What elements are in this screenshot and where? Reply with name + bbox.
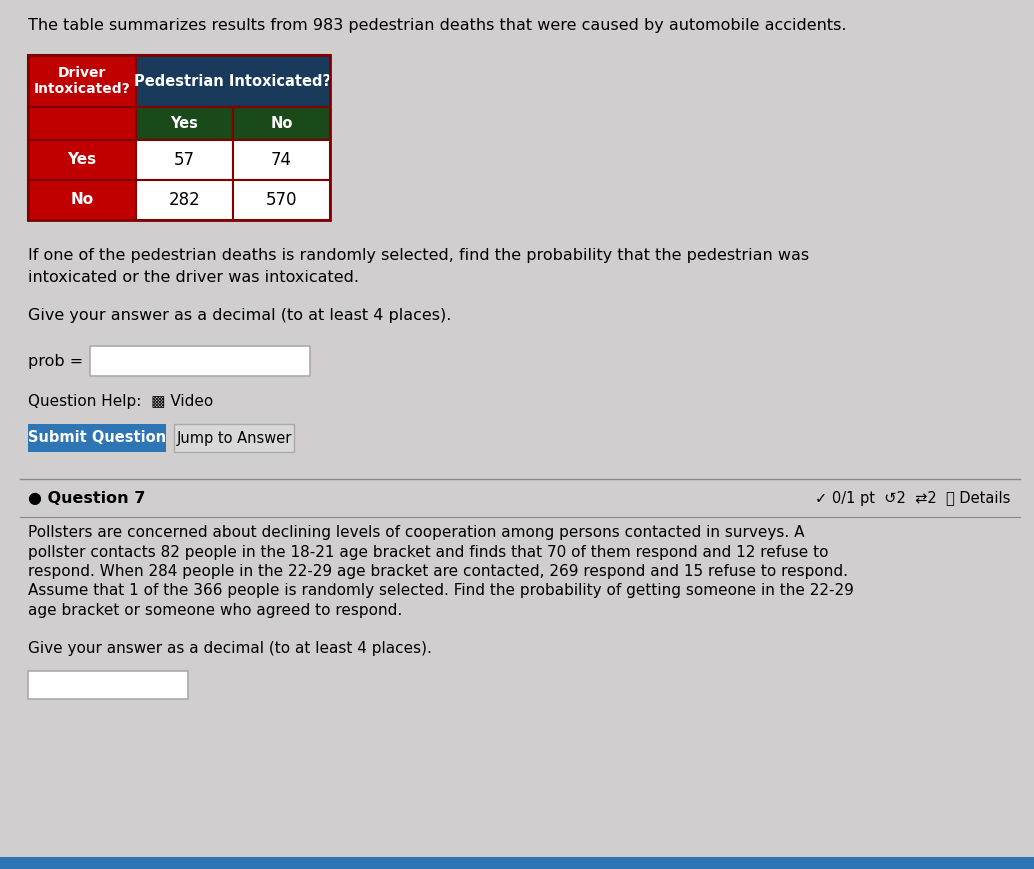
Text: Jump to Answer: Jump to Answer bbox=[177, 430, 292, 446]
Text: 57: 57 bbox=[174, 151, 195, 169]
Text: Yes: Yes bbox=[171, 116, 199, 131]
Text: 74: 74 bbox=[271, 151, 292, 169]
Text: Give your answer as a decimal (to at least 4 places).: Give your answer as a decimal (to at lea… bbox=[28, 308, 452, 323]
Text: Question Help:  ▩ Video: Question Help: ▩ Video bbox=[28, 394, 213, 409]
FancyBboxPatch shape bbox=[233, 180, 330, 220]
Text: Assume that 1 of the 366 people is randomly selected. Find the probability of ge: Assume that 1 of the 366 people is rando… bbox=[28, 583, 854, 599]
Text: Yes: Yes bbox=[67, 152, 96, 168]
FancyBboxPatch shape bbox=[136, 55, 330, 107]
Text: Give your answer as a decimal (to at least 4 places).: Give your answer as a decimal (to at lea… bbox=[28, 640, 432, 655]
FancyBboxPatch shape bbox=[28, 424, 166, 452]
Text: 570: 570 bbox=[266, 191, 297, 209]
Text: ✓ 0/1 pt  ↺2  ⇄2  ⓘ Details: ✓ 0/1 pt ↺2 ⇄2 ⓘ Details bbox=[815, 491, 1010, 506]
Text: respond. When 284 people in the 22-29 age bracket are contacted, 269 respond and: respond. When 284 people in the 22-29 ag… bbox=[28, 564, 848, 579]
FancyBboxPatch shape bbox=[174, 424, 294, 452]
Text: Pollsters are concerned about declining levels of cooperation among persons cont: Pollsters are concerned about declining … bbox=[28, 525, 804, 540]
Text: pollster contacts 82 people in the 18-21 age bracket and finds that 70 of them r: pollster contacts 82 people in the 18-21… bbox=[28, 545, 828, 560]
FancyBboxPatch shape bbox=[90, 346, 310, 376]
Text: No: No bbox=[70, 193, 93, 208]
FancyBboxPatch shape bbox=[136, 107, 233, 140]
Text: Pedestrian Intoxicated?: Pedestrian Intoxicated? bbox=[134, 74, 332, 89]
Text: 282: 282 bbox=[169, 191, 201, 209]
Text: Submit Question: Submit Question bbox=[28, 430, 166, 446]
FancyBboxPatch shape bbox=[28, 180, 136, 220]
FancyBboxPatch shape bbox=[28, 55, 136, 107]
Text: age bracket or someone who agreed to respond.: age bracket or someone who agreed to res… bbox=[28, 603, 402, 618]
Text: prob =: prob = bbox=[28, 354, 84, 369]
FancyBboxPatch shape bbox=[28, 107, 136, 140]
Text: ● Question 7: ● Question 7 bbox=[28, 491, 146, 506]
FancyBboxPatch shape bbox=[0, 857, 1034, 869]
FancyBboxPatch shape bbox=[136, 140, 233, 180]
Text: No: No bbox=[270, 116, 293, 131]
FancyBboxPatch shape bbox=[233, 107, 330, 140]
Text: If one of the pedestrian deaths is randomly selected, find the probability that : If one of the pedestrian deaths is rando… bbox=[28, 248, 810, 263]
FancyBboxPatch shape bbox=[233, 140, 330, 180]
FancyBboxPatch shape bbox=[28, 140, 136, 180]
Text: intoxicated or the driver was intoxicated.: intoxicated or the driver was intoxicate… bbox=[28, 270, 359, 285]
FancyBboxPatch shape bbox=[136, 180, 233, 220]
FancyBboxPatch shape bbox=[28, 671, 188, 699]
Text: The table summarizes results from 983 pedestrian deaths that were caused by auto: The table summarizes results from 983 pe… bbox=[28, 18, 847, 33]
Text: Driver
Intoxicated?: Driver Intoxicated? bbox=[34, 66, 130, 96]
